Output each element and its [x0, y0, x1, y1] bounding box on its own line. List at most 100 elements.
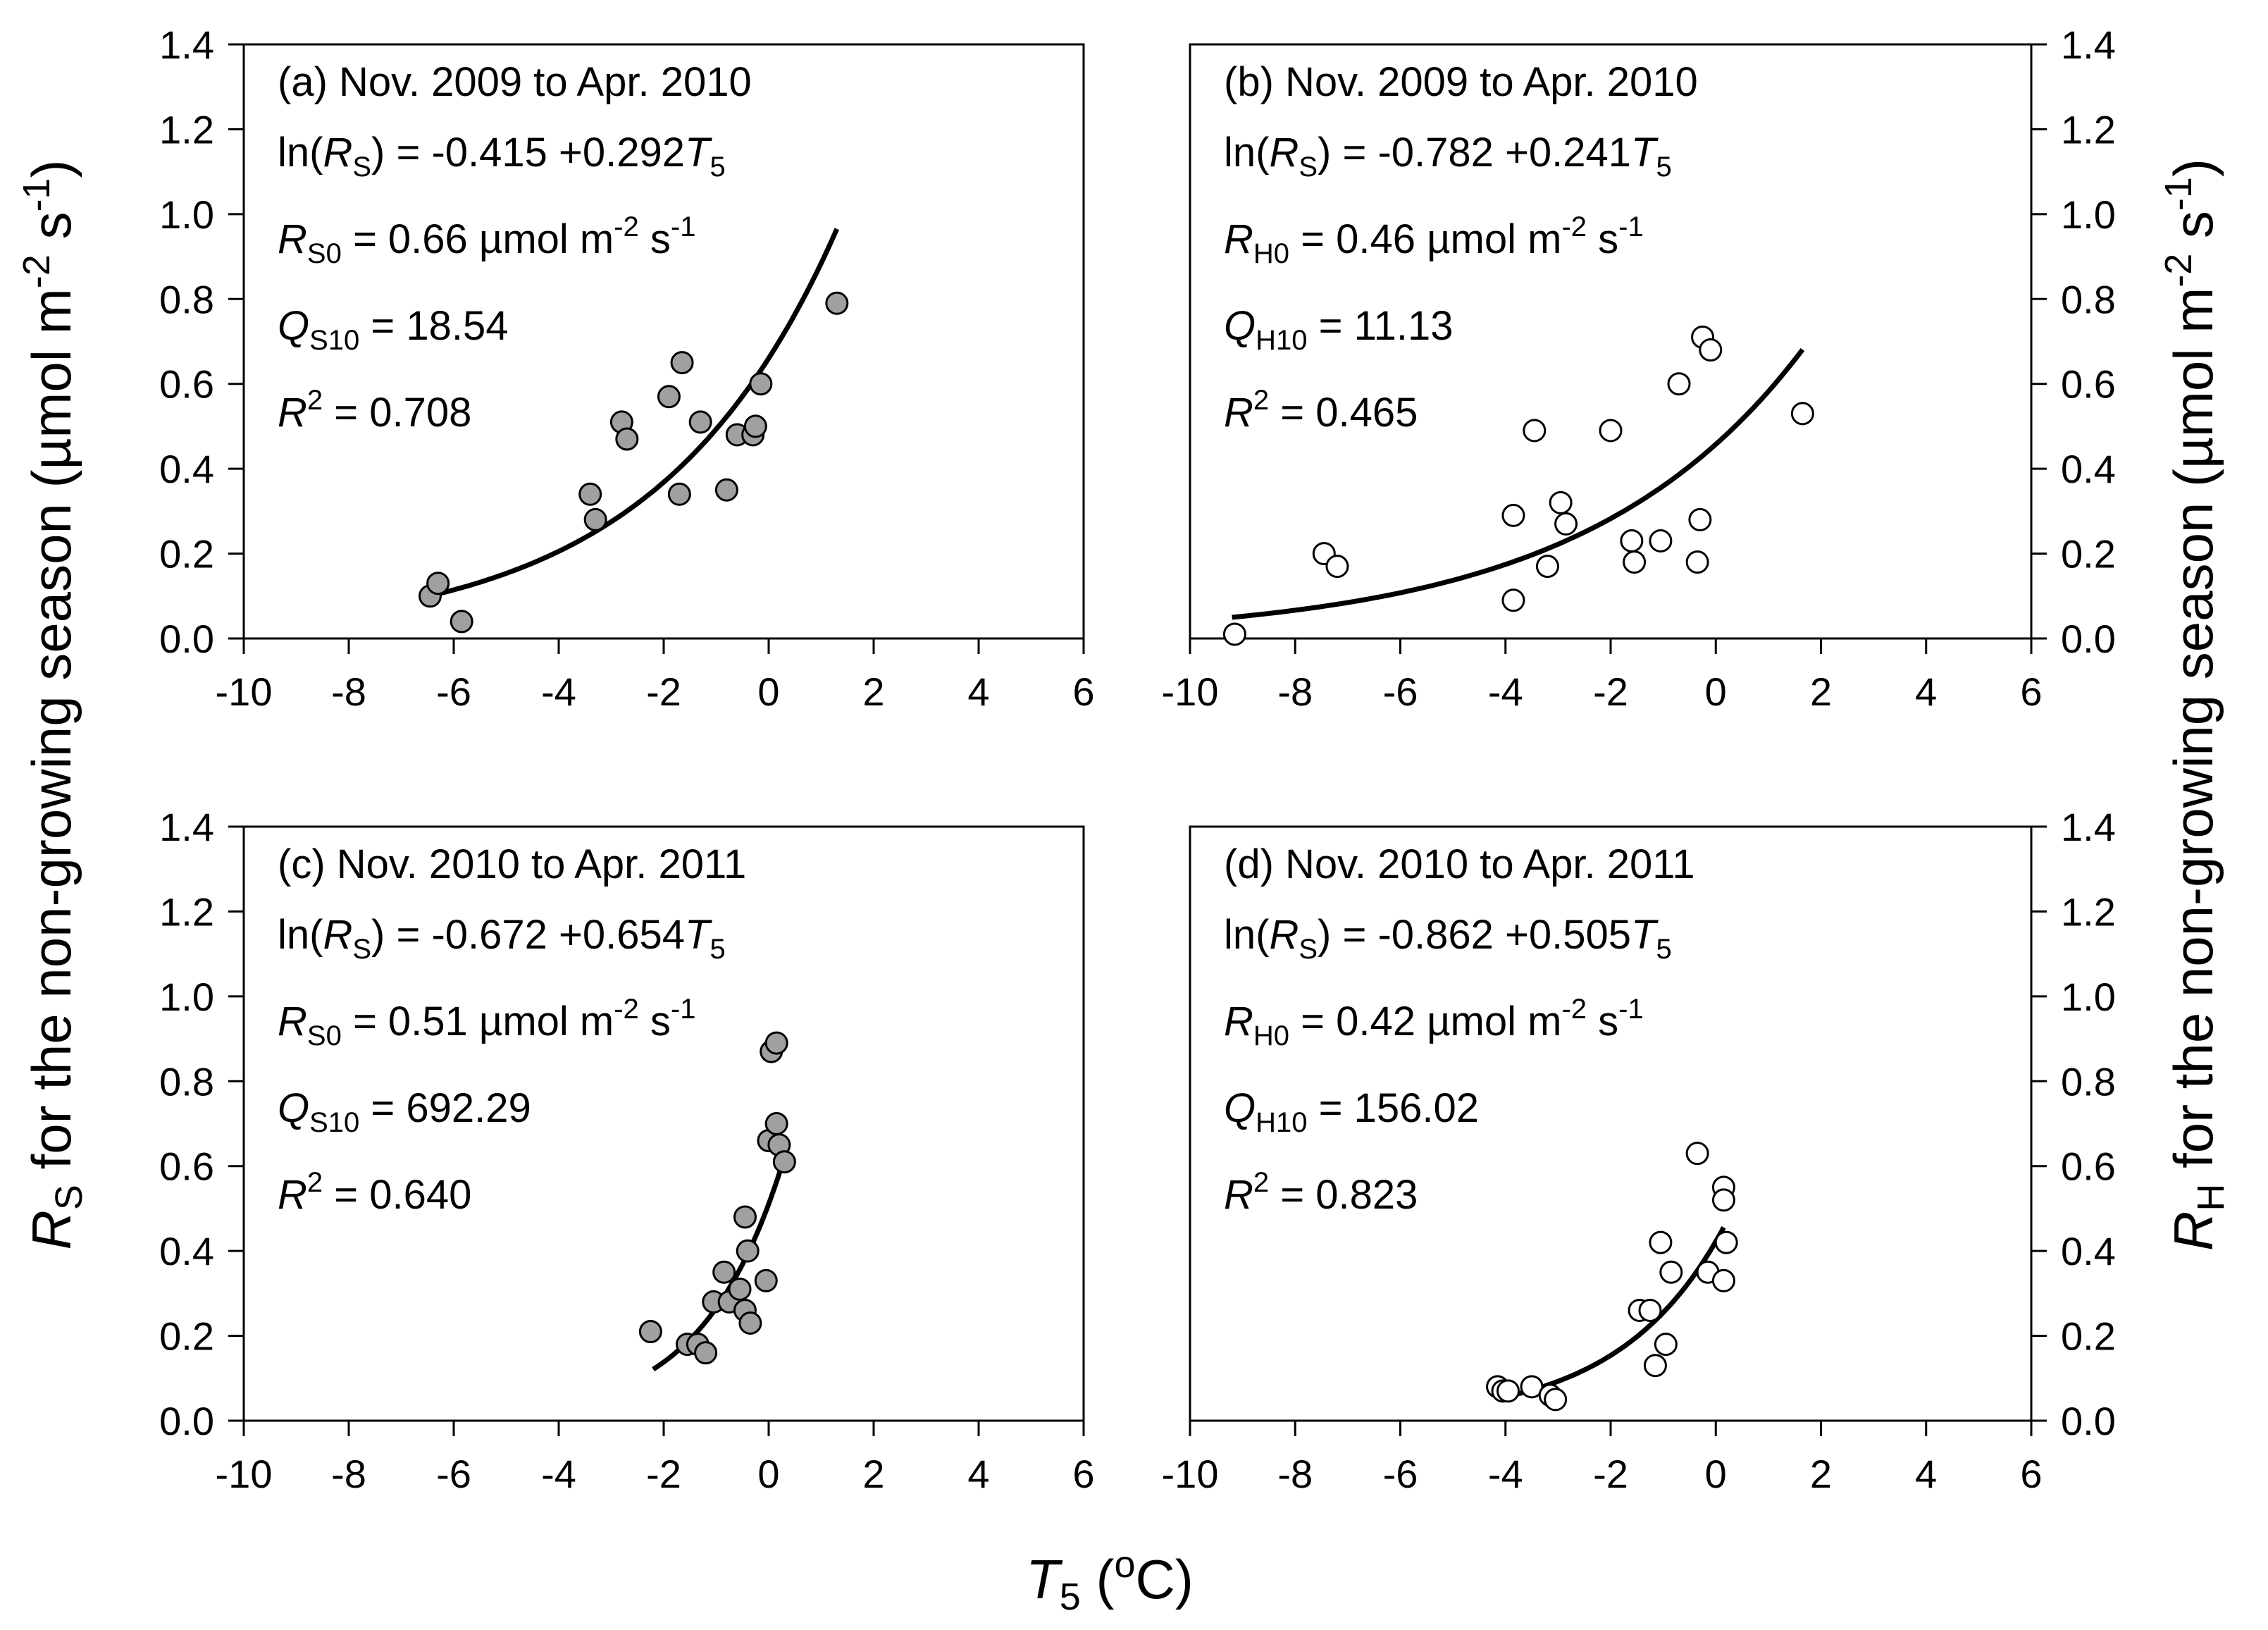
panel-title: (b) Nov. 2009 to Apr. 2010 [1224, 59, 1698, 105]
y-tick-label: 0.4 [159, 447, 214, 491]
y-tick-label: 0.4 [2061, 1229, 2116, 1273]
y-tick-label: 1.0 [159, 975, 214, 1019]
y-tick-label: 1.2 [2061, 107, 2116, 152]
data-point [670, 351, 694, 375]
y-axis-label-left: RS for the non-growing season (µmol m-2 … [16, 160, 90, 1250]
y-tick-label: 0.8 [2061, 277, 2116, 321]
x-tick-label: -2 [1593, 669, 1628, 714]
x-tick-label: 2 [862, 1452, 884, 1496]
panels: -10 -8 -6 -4 -2 0 2 4 6 0.0 0.2 0.4 0.6 0.8 1.0 1.2 1.4 (… [159, 23, 2116, 1496]
q10-value: QS10 = 18.54 [278, 303, 509, 356]
x-tick-label: 2 [862, 669, 884, 714]
data-point [426, 572, 450, 595]
fit-equation: ln(RS) = -0.862 +0.505T5 [1224, 912, 1672, 965]
data-point [1523, 419, 1547, 443]
x-tick-label: -4 [1488, 669, 1523, 714]
y-tick-label: 1.4 [2061, 23, 2116, 67]
x-tick-label: 0 [757, 1452, 779, 1496]
fit-line [1510, 1226, 1726, 1398]
data-point [1711, 1188, 1735, 1212]
data-point [749, 372, 773, 396]
data-point [583, 507, 607, 531]
y-tick-label: 0.0 [159, 617, 214, 661]
data-point [450, 610, 473, 634]
data-point [733, 1205, 757, 1229]
base-respiration: RS0 = 0.51 µmol m-2 s-1 [278, 994, 696, 1051]
x-axis-label: T5 (oC) [1026, 1543, 1194, 1618]
data-point [688, 410, 712, 434]
r-squared: R2 = 0.640 [278, 1167, 471, 1218]
data-point [743, 414, 767, 438]
data-point [764, 1031, 788, 1055]
y-tick-label: 0.6 [2061, 1144, 2116, 1189]
x-tick-label: 6 [2020, 669, 2042, 714]
x-tick-label: -2 [1593, 1452, 1628, 1496]
data-point [657, 385, 681, 409]
x-tick-label: 0 [757, 669, 779, 714]
y-tick-label: 1.2 [2061, 889, 2116, 934]
data-point [1714, 1230, 1738, 1254]
data-point [712, 1260, 736, 1284]
fit-equation: ln(RS) = -0.782 +0.241T5 [1224, 130, 1672, 183]
x-tick-label: 0 [1705, 1452, 1727, 1496]
data-point [1643, 1354, 1667, 1378]
x-tick-label: 6 [1072, 669, 1094, 714]
data-point [1649, 529, 1673, 553]
x-tick-label: 4 [967, 1452, 989, 1496]
y-tick-label: 0.8 [2061, 1059, 2116, 1104]
data-point [1790, 402, 1814, 426]
data-point [728, 1277, 752, 1301]
panel-c: -10 -8 -6 -4 -2 0 2 4 6 0.0 0.2 0.4 0.6 0.8 1.0 1.2 1.4 (… [159, 805, 1094, 1496]
data-point [1554, 512, 1578, 536]
data-point [1544, 1388, 1568, 1412]
x-tick-label: -6 [436, 1452, 471, 1496]
data-point [772, 1150, 796, 1174]
y-tick-label: 1.0 [2061, 192, 2116, 237]
data-point [1659, 1260, 1683, 1284]
x-tick-label: -10 [216, 1452, 273, 1496]
data-point [638, 1320, 662, 1344]
data-point [1711, 1268, 1735, 1292]
y-tick-label: 0.4 [159, 1229, 214, 1273]
y-tick-label: 0.0 [159, 1399, 214, 1443]
data-point [1501, 503, 1525, 527]
data-point [754, 1268, 778, 1292]
y-tick-label: 0.4 [2061, 447, 2116, 491]
y-tick-label: 0.8 [159, 1059, 214, 1104]
data-point [1623, 550, 1647, 574]
q10-value: QH10 = 11.13 [1224, 303, 1453, 356]
x-tick-label: -6 [1383, 669, 1418, 714]
x-tick-label: 2 [1810, 1452, 1832, 1496]
y-tick-label: 1.0 [2061, 975, 2116, 1019]
y-tick-label: 0.2 [159, 532, 214, 576]
data-point [1620, 529, 1644, 553]
y-tick-label: 1.4 [159, 23, 214, 67]
data-point [1535, 555, 1559, 579]
data-point [825, 291, 849, 315]
base-respiration: RH0 = 0.42 µmol m-2 s-1 [1224, 994, 1644, 1051]
x-tick-label: 6 [1072, 1452, 1094, 1496]
panel-b: -10 -8 -6 -4 -2 0 2 4 6 0.0 0.2 0.4 0.6 0.8 1.0 1.2 1.4 (… [1162, 23, 2116, 714]
data-point [1685, 1142, 1709, 1166]
y-tick-label: 1.4 [2061, 805, 2116, 849]
y-tick-label: 1.0 [159, 192, 214, 237]
data-point [714, 478, 738, 502]
x-tick-label: 4 [1915, 669, 1937, 714]
y-tick-label: 1.2 [159, 889, 214, 934]
data-point [1549, 490, 1573, 514]
x-tick-label: 2 [1810, 669, 1832, 714]
panel-title: (c) Nov. 2010 to Apr. 2011 [278, 841, 746, 887]
x-tick-label: -10 [1162, 669, 1219, 714]
fit-line [426, 228, 840, 599]
y-tick-label: 0.6 [159, 362, 214, 407]
x-tick-label: 4 [967, 669, 989, 714]
x-tick-label: -6 [436, 669, 471, 714]
fit-equation: ln(RS) = -0.672 +0.654T5 [278, 912, 726, 965]
panel-a: -10 -8 -6 -4 -2 0 2 4 6 0.0 0.2 0.4 0.6 0.8 1.0 1.2 1.4 (… [159, 23, 1094, 714]
x-tick-label: -2 [646, 669, 681, 714]
y-tick-label: 0.2 [2061, 1314, 2116, 1359]
y-tick-label: 0.8 [159, 277, 214, 321]
data-point [738, 1311, 762, 1335]
y-axis-label-right: RH for the non-growing season (µmol m-2 … [2157, 159, 2232, 1251]
